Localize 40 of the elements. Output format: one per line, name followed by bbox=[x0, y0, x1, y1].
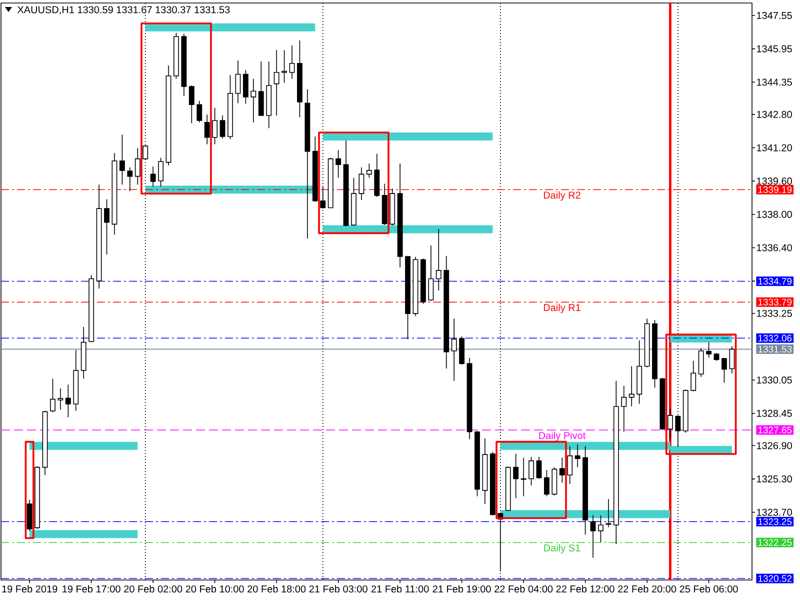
y-tick-label: 1338.00 bbox=[756, 210, 792, 218]
text: 1322.25 bbox=[758, 539, 792, 546]
text: 1323.25 bbox=[758, 518, 792, 526]
y-tick-label: 1347.55 bbox=[756, 12, 792, 20]
y-tick-label: 1328.45 bbox=[756, 410, 792, 417]
y-tick-label: 1326.90 bbox=[756, 442, 792, 450]
y-tick-label: 1342.80 bbox=[756, 110, 792, 118]
y-tick-label: 1344.35 bbox=[756, 78, 792, 86]
y-tick-label: 1341.20 bbox=[756, 144, 792, 152]
y-tick-label: 1330.05 bbox=[756, 376, 792, 384]
x-tick-label: 19 Feb 2019 bbox=[2, 585, 58, 593]
x-tick-label: 22 Feb 20:00 bbox=[618, 585, 676, 593]
y-tick-label: 1339.60 bbox=[756, 178, 792, 185]
x-tick-label: 20 Feb 18:00 bbox=[248, 585, 306, 593]
text: 1332.06 bbox=[758, 334, 792, 342]
x-tick-label: 22 Feb 12:00 bbox=[556, 585, 614, 593]
x-tick-label: 21 Feb 19:00 bbox=[432, 585, 491, 593]
text: 1320.52 bbox=[758, 575, 792, 582]
y-tick-label: 1325.30 bbox=[756, 475, 792, 482]
y-tick-label: 1345.95 bbox=[756, 45, 792, 52]
x-tick-label: 19 Feb 17:00 bbox=[62, 585, 120, 593]
text: 1334.79 bbox=[758, 278, 792, 285]
text: 1339.19 bbox=[758, 186, 792, 193]
x-tick-label: 21 Feb 03:00 bbox=[309, 585, 368, 593]
text: 1331.53 bbox=[758, 346, 792, 353]
x-tick-label: 21 Feb 11:00 bbox=[371, 585, 429, 593]
text: 1333.79 bbox=[758, 298, 792, 306]
chart-title: XAUUSD,H1 1330.59 1331.67 1330.37 1331.53 bbox=[17, 6, 230, 14]
ref-line-label: Daily R1 bbox=[544, 304, 580, 314]
ref-line-label: Daily R2 bbox=[544, 191, 580, 201]
x-tick-label: 25 Feb 06:00 bbox=[680, 585, 738, 593]
text: 1327.65 bbox=[758, 426, 792, 434]
ref-line-label: Daily S1 bbox=[544, 544, 580, 554]
x-tick-label: 20 Feb 02:00 bbox=[124, 585, 182, 593]
y-tick-label: 1323.70 bbox=[756, 508, 792, 516]
y-tick-label: 1336.40 bbox=[756, 244, 792, 252]
y-tick-label: 1333.25 bbox=[756, 310, 792, 317]
ref-line-label: Daily Pivot bbox=[539, 432, 586, 442]
x-tick-label: 20 Feb 10:00 bbox=[186, 585, 244, 593]
x-tick-label: 22 Feb 04:00 bbox=[494, 585, 553, 593]
